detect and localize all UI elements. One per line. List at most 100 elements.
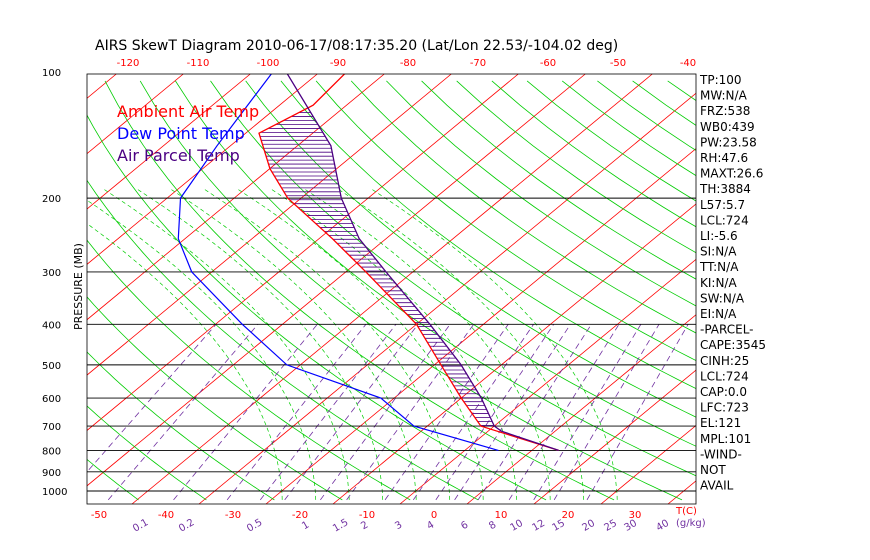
stat-line: LFC:723 [700, 401, 749, 415]
isotherm-line [131, 74, 653, 504]
mixing-ratio-tick-label: 2 [359, 519, 370, 532]
isotherm-line [87, 74, 519, 431]
isotherm-line [533, 369, 696, 504]
isotherm-line [667, 480, 696, 504]
adiabat-line [421, 80, 696, 280]
mixing-ratio-tick-label: 0.1 [131, 517, 150, 534]
isotherm-line [87, 74, 452, 376]
mixing-ratio-tick-label: 12 [530, 518, 547, 534]
adiabat-line [0, 81, 3, 500]
adiabat-line [315, 80, 696, 362]
mixing-ratio-line [107, 324, 259, 501]
top-temp-tick-label: -40 [680, 58, 696, 69]
mixing-ratio-line [454, 324, 571, 501]
top-temp-tick-label: -70 [470, 58, 486, 69]
top-temp-tick-label: -50 [610, 58, 626, 69]
legend-entry: Air Parcel Temp [117, 146, 240, 165]
top-temp-tick-label: -80 [400, 58, 416, 69]
bottom-temp-tick-label: 10 [495, 510, 508, 521]
isotherm-line [87, 74, 318, 265]
mixing-ratio-line [320, 324, 451, 501]
profile-lines [177, 74, 559, 452]
series-ambient-air-temp [258, 74, 559, 452]
stat-line: TT:N/A [699, 260, 739, 274]
pressure-tick-label: 600 [42, 394, 61, 405]
mixing-ratio-line [533, 324, 642, 501]
chart-title: AIRS SkewT Diagram 2010-06-17/08:17:35.2… [95, 38, 618, 54]
top-temp-tick-label: -120 [117, 58, 140, 69]
stat-line: PW:23.58 [700, 135, 757, 149]
legend-entry: Dew Point Temp [117, 124, 245, 143]
stat-line: AVAIL [700, 479, 734, 493]
adiabat-line [844, 81, 870, 500]
adiabat-line [87, 179, 479, 501]
adiabat-line [139, 80, 683, 501]
mixing-ratio-tick-label: 40 [654, 518, 671, 534]
mixing-ratio-line [508, 324, 620, 501]
pressure-tick-label: 400 [42, 320, 61, 331]
top-temp-tick-label: -90 [330, 58, 346, 69]
mixing-ratio-line [384, 324, 509, 501]
adiabat-line [87, 405, 207, 501]
adiabat-line [773, 81, 870, 500]
stat-line: CINH:25 [700, 354, 749, 368]
legend: Ambient Air Temp Dew Point Temp Air Parcel… [117, 102, 259, 165]
series-dew-point-temp [177, 74, 499, 451]
pressure-tick-label: 200 [42, 194, 61, 205]
stat-line: EL:121 [700, 416, 741, 430]
moist-adiabat-line [371, 188, 618, 500]
isotherm-line [265, 148, 696, 504]
mixing-ratio-tick-label: 25 [602, 518, 619, 534]
stat-line: CAP:0.0 [700, 385, 747, 399]
stat-line: KI:N/A [700, 276, 737, 290]
y-axis-label: PRESSURE (MB) [72, 243, 85, 330]
adiabat-line [0, 81, 71, 500]
pressure-tick-label: 100 [42, 68, 61, 79]
adiabat-line [526, 80, 696, 202]
isotherm-line [466, 314, 696, 504]
bottom-temp-tick-label: -20 [292, 510, 308, 521]
bottom-temp-tick-label: 0 [431, 510, 437, 521]
mixing-ratio-line [226, 324, 367, 501]
mixing-ratio-line [413, 324, 534, 501]
pressure-tick-label: 800 [42, 446, 61, 457]
stat-line: LCL:724 [700, 369, 749, 383]
adiabat-line [87, 114, 547, 501]
moist-adiabat-line [170, 188, 417, 500]
pressure-tick-label: 1000 [42, 487, 67, 498]
mixing-ratio-line [284, 324, 419, 501]
mixing-ratio-line [259, 324, 397, 501]
mixing-ratio-line [477, 324, 592, 501]
stat-line: -WIND- [700, 447, 742, 461]
mixing-ratio-tick-label: 1.5 [331, 517, 350, 534]
pressure-tick-label: 900 [42, 468, 61, 479]
isotherm-line [802, 74, 870, 504]
mixing-ratio-tick-label: 4 [425, 519, 436, 532]
top-temp-tick-label: -100 [257, 58, 280, 69]
stat-line: MAXT:26.6 [700, 167, 763, 181]
moist-adiabat-line [337, 188, 585, 500]
mixing-ratio-tick-label: 0.2 [177, 517, 196, 534]
mixing-ratio-line [586, 324, 689, 501]
bottom-temp-tick-label: 20 [562, 510, 575, 521]
top-temp-tick-label: -110 [187, 58, 210, 69]
stat-line: -PARCEL- [700, 323, 754, 337]
isotherm-line [399, 258, 696, 504]
stat-line: SI:N/A [700, 245, 737, 259]
stat-line: SW:N/A [700, 291, 745, 305]
bottom-unit-label: T(C) [675, 506, 697, 517]
isotherm-line [87, 74, 385, 321]
adiabat-line [808, 81, 870, 500]
moist-adiabat-line [304, 188, 551, 500]
stat-line: CAPE:3545 [700, 338, 766, 352]
stat-line: WB0:439 [700, 120, 755, 134]
plot-frame [86, 73, 697, 505]
bottom-temp-tick-label: -10 [359, 510, 375, 521]
pressure-tick-label: 300 [42, 268, 61, 279]
moist-adiabat-line [103, 188, 350, 500]
mixing-ratio-unit-label: (g/kg) [676, 518, 706, 529]
bottom-temp-tick-label: -30 [225, 510, 241, 521]
moist-adiabat-line [203, 188, 451, 500]
series-air-parcel-temp [286, 74, 559, 452]
